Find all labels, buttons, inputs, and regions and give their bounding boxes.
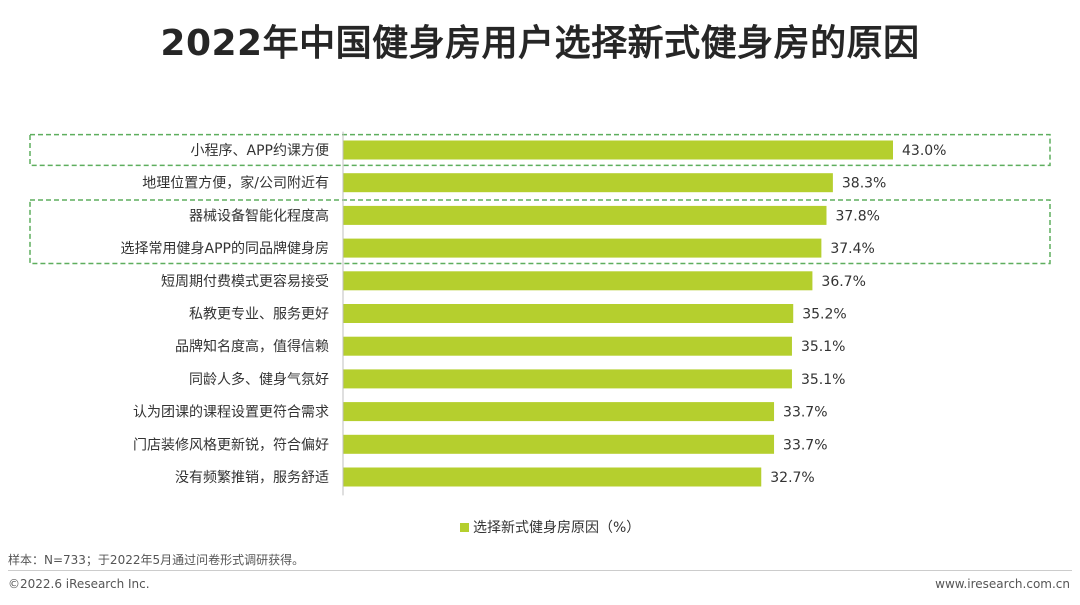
highlight-box	[29, 199, 1051, 265]
footer-divider	[8, 570, 1072, 571]
category-label: 没有频繁推销，服务舒适	[175, 470, 329, 486]
value-label: 33.7%	[783, 405, 827, 421]
bar	[343, 205, 827, 225]
value-label: 43.0%	[902, 143, 946, 159]
bar	[343, 369, 792, 389]
value-label: 35.1%	[801, 339, 845, 355]
bar	[343, 402, 775, 422]
value-label: 35.1%	[801, 372, 845, 388]
bar	[343, 467, 762, 487]
category-label: 品牌知名度高，值得信赖	[175, 338, 329, 355]
legend-swatch	[460, 522, 469, 532]
chart-title: 2022年中国健身房用户选择新式健身房的原因	[160, 23, 920, 64]
legend-label: 选择新式健身房原因（%）	[473, 520, 641, 536]
bar	[343, 173, 833, 193]
category-label: 认为团课的课程设置更符合需求	[133, 405, 329, 421]
bar	[343, 271, 813, 291]
category-label: 器械设备智能化程度高	[189, 207, 329, 224]
bar	[343, 238, 822, 258]
bar-chart: 小程序、APP约课方便 43.0% 地理位置方便，家/公司附近有 38.3% 器械设备智…	[29, 131, 1051, 496]
highlight-box	[29, 133, 1051, 167]
category-label: 同龄人多、健身气氛好	[189, 371, 329, 388]
bar	[343, 140, 893, 160]
category-label: 门店装修风格更新锐，符合偏好	[133, 437, 329, 453]
value-label: 35.2%	[802, 307, 846, 323]
value-label: 36.7%	[821, 274, 865, 290]
value-label: 37.4%	[830, 241, 874, 257]
category-label: 短周期付费模式更容易接受	[161, 273, 329, 290]
value-label: 32.7%	[770, 470, 814, 486]
bar	[343, 434, 775, 454]
sample-note: 样本：N=733；于2022年5月通过问卷形式调研获得。	[8, 553, 305, 567]
value-label: 38.3%	[842, 176, 886, 192]
category-label: 小程序、APP约课方便	[191, 143, 329, 159]
value-label: 33.7%	[783, 437, 827, 453]
legend: 选择新式健身房原因（%）	[460, 517, 640, 537]
category-label: 地理位置方便，家/公司附近有	[142, 175, 329, 192]
category-label: 选择常用健身APP的同品牌健身房	[121, 240, 329, 257]
category-label: 私教更专业、服务更好	[189, 307, 329, 323]
value-label: 37.8%	[835, 208, 879, 224]
footer-website[interactable]: www.iresearch.com.cn	[935, 577, 1070, 591]
bar	[343, 304, 794, 323]
footer-copyright: ©2022.6 iResearch Inc.	[8, 577, 150, 591]
bar	[343, 336, 792, 356]
